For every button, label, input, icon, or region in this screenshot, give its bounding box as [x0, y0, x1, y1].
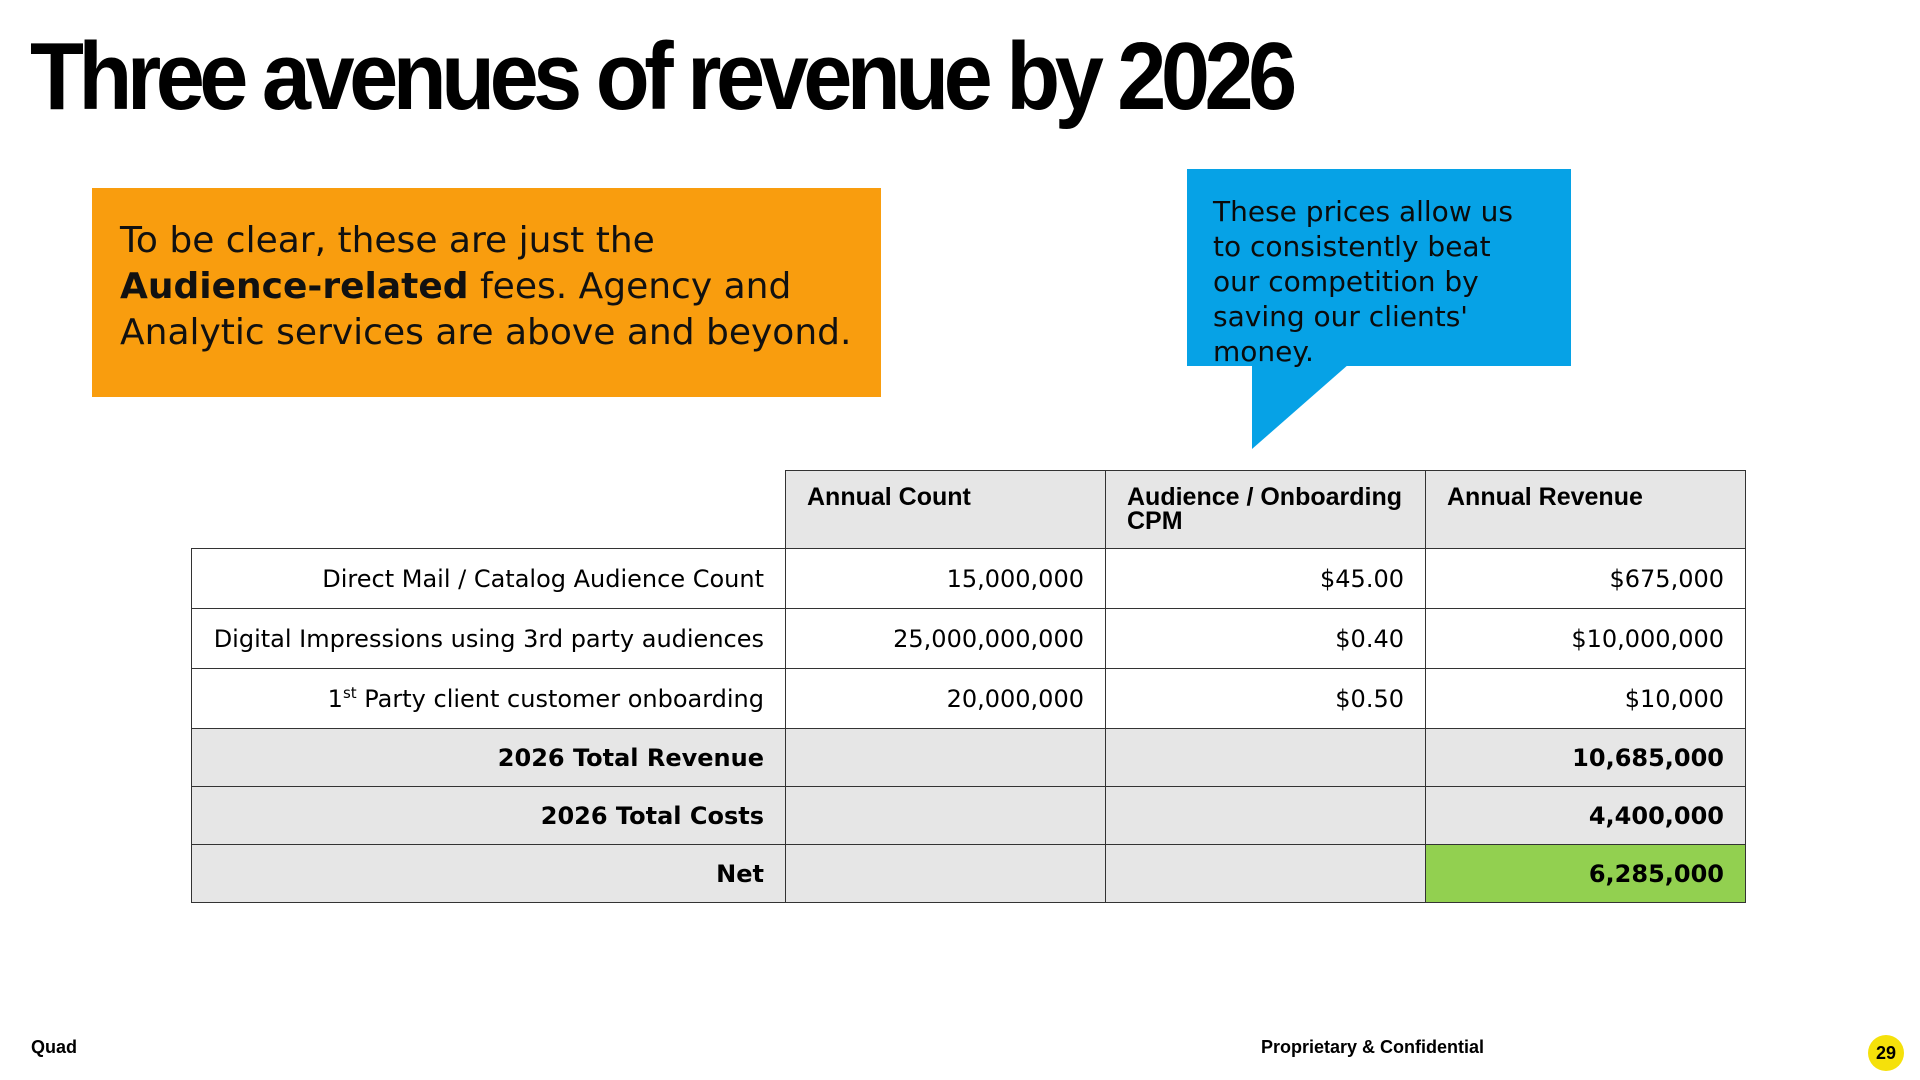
revenue-table: Annual Count Audience / Onboarding CPM A…: [191, 470, 1746, 903]
row-label: 1st Party client customer onboarding: [191, 668, 786, 729]
row-revenue: $10,000,000: [1425, 608, 1746, 669]
slide-title: Three avenues of revenue by 2026: [30, 23, 1297, 130]
empty-cell: [1105, 786, 1426, 845]
row-label: Direct Mail / Catalog Audience Count: [191, 548, 786, 609]
total-revenue-value: 10,685,000: [1425, 728, 1746, 787]
callout-text-bold: Audience-related: [120, 266, 469, 307]
empty-cell: [785, 728, 1106, 787]
empty-cell: [785, 844, 1106, 903]
row-count: 15,000,000: [785, 548, 1106, 609]
total-costs-value: 4,400,000: [1425, 786, 1746, 845]
net-label: Net: [191, 844, 786, 903]
empty-cell: [1105, 844, 1426, 903]
row-revenue: $10,000: [1425, 668, 1746, 729]
row-label: Digital Impressions using 3rd party audi…: [191, 608, 786, 669]
page-number-badge: 29: [1868, 1035, 1904, 1071]
row-label-rest: Party client customer onboarding: [356, 685, 764, 713]
header-annual-revenue: Annual Revenue: [1425, 470, 1746, 549]
row-label-superscript: st: [342, 684, 357, 702]
row-cpm: $45.00: [1105, 548, 1426, 609]
total-revenue-label: 2026 Total Revenue: [191, 728, 786, 787]
table-row: 1st Party client customer onboarding 20,…: [191, 668, 1746, 729]
net-value: 6,285,000: [1425, 844, 1746, 903]
pricing-speech-bubble: These prices allow us to consistently be…: [1187, 169, 1571, 368]
total-costs-label: 2026 Total Costs: [191, 786, 786, 845]
header-blank-cell: [191, 470, 786, 549]
bubble-text: These prices allow us to consistently be…: [1213, 195, 1513, 368]
row-count: 20,000,000: [785, 668, 1106, 729]
row-cpm: $0.50: [1105, 668, 1426, 729]
audience-fees-callout: To be clear, these are just the Audience…: [92, 188, 881, 397]
total-costs-row: 2026 Total Costs 4,400,000: [191, 786, 1746, 845]
table-header-row: Annual Count Audience / Onboarding CPM A…: [191, 470, 1746, 549]
header-cpm: Audience / Onboarding CPM: [1105, 470, 1426, 549]
footer-brand: Quad: [31, 1037, 78, 1057]
row-cpm: $0.40: [1105, 608, 1426, 669]
empty-cell: [1105, 728, 1426, 787]
empty-cell: [785, 786, 1106, 845]
header-annual-count: Annual Count: [785, 470, 1106, 549]
callout-text-end: fees. Agency and Analytic services are a…: [120, 266, 852, 353]
row-revenue: $675,000: [1425, 548, 1746, 609]
table-row: Direct Mail / Catalog Audience Count 15,…: [191, 548, 1746, 609]
callout-text-start: To be clear, these are just the: [120, 220, 655, 261]
total-revenue-row: 2026 Total Revenue 10,685,000: [191, 728, 1746, 787]
net-row: Net 6,285,000: [191, 844, 1746, 903]
footer-confidential: Proprietary & Confidential: [1261, 1037, 1485, 1057]
row-count: 25,000,000,000: [785, 608, 1106, 669]
table-row: Digital Impressions using 3rd party audi…: [191, 608, 1746, 669]
row-label-prefix: 1: [327, 685, 343, 713]
